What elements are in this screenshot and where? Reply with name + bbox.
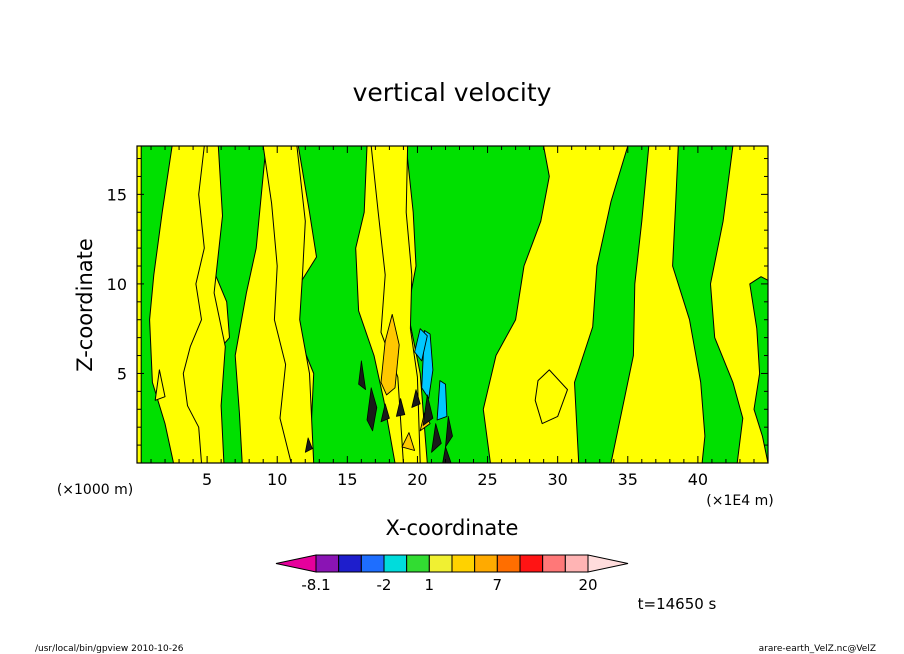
dense-contour-cell [358, 360, 367, 391]
x-tick-label: 5 [202, 470, 212, 489]
y-tick-label: 10 [107, 275, 127, 294]
colorbar-cell [338, 554, 362, 573]
updraft-cell [380, 313, 400, 396]
negative-region [749, 276, 768, 463]
negative-region [140, 146, 174, 463]
dense-contour-cell [445, 415, 453, 448]
dense-contour-cell [380, 403, 390, 423]
downdraft-cell [436, 380, 448, 421]
colorbar-cell [406, 554, 430, 573]
x-axis-title: X-coordinate [386, 516, 519, 540]
positive-region [182, 146, 226, 463]
positive-velocity-regions [154, 146, 568, 463]
colorbar-cell [542, 554, 566, 573]
colorbar-label: 7 [493, 576, 503, 594]
colorbar-label: 20 [578, 576, 597, 594]
colorbar-under-triangle [275, 554, 317, 573]
chart-title: vertical velocity [353, 78, 552, 107]
colorbar-label: 1 [425, 576, 435, 594]
negative-region [574, 146, 650, 463]
strong-downdraft-cells [414, 328, 448, 421]
footer-right: arare-earth_VelZ.nc@VelZ [759, 644, 876, 654]
footer-left: /usr/local/bin/gpview 2010-10-26 [35, 644, 184, 654]
contour-plot [137, 146, 768, 463]
dense-contour-cell [442, 446, 452, 463]
dense-contour-cell [304, 437, 313, 453]
colorbar-cell [315, 554, 340, 573]
negative-region [672, 146, 744, 463]
timestamp-label: t=14650 s [638, 595, 717, 613]
x-tick-label: 40 [688, 470, 708, 489]
colorbar-cell [451, 554, 476, 573]
x-unit-left-label: (×1000 m) [57, 482, 133, 498]
downdraft-cell [414, 328, 428, 362]
positive-region [154, 369, 166, 401]
dense-contour-cell [411, 389, 421, 408]
negative-region [295, 146, 396, 463]
colorbar-cell [474, 554, 498, 573]
y-tick-label: 15 [107, 185, 127, 204]
colorbar: -8.1 -2 1 7 20 [275, 554, 629, 594]
y-axis: 5 10 15 [107, 158, 768, 464]
dense-contour-cells [304, 360, 453, 463]
positive-region [534, 369, 568, 425]
y-tick-label: 5 [117, 364, 127, 383]
colorbar-label: -8.1 [301, 576, 330, 594]
colorbar-cell [383, 554, 408, 573]
colorbar-over-triangle [587, 554, 629, 573]
positive-region [262, 146, 315, 463]
x-tick-label: 20 [407, 470, 427, 489]
x-tick-label: 15 [337, 470, 357, 489]
dense-contour-cell [431, 423, 442, 453]
x-tick-label: 30 [547, 470, 567, 489]
dense-contour-cell [422, 394, 434, 426]
plot-frame [136, 145, 769, 464]
colorbar-label: -2 [377, 576, 392, 594]
x-tick-label: 35 [618, 470, 638, 489]
colorbar-cell [519, 554, 544, 573]
colorbar-cell [360, 554, 385, 573]
colorbar-cell [564, 554, 589, 573]
colorbar-cell [428, 554, 453, 573]
updraft-cell [401, 432, 416, 451]
x-axis: 5 10 15 20 25 30 35 40 [136, 146, 769, 489]
positive-region [370, 146, 421, 463]
x-unit-right-label: (×1E4 m) [706, 493, 773, 509]
y-axis-title: Z-coordinate [73, 238, 97, 372]
x-tick-label: 10 [267, 470, 287, 489]
dense-contour-cell [395, 398, 406, 417]
colorbar-cell [496, 554, 521, 573]
dense-contour-cell [366, 387, 378, 432]
x-tick-label: 25 [477, 470, 497, 489]
